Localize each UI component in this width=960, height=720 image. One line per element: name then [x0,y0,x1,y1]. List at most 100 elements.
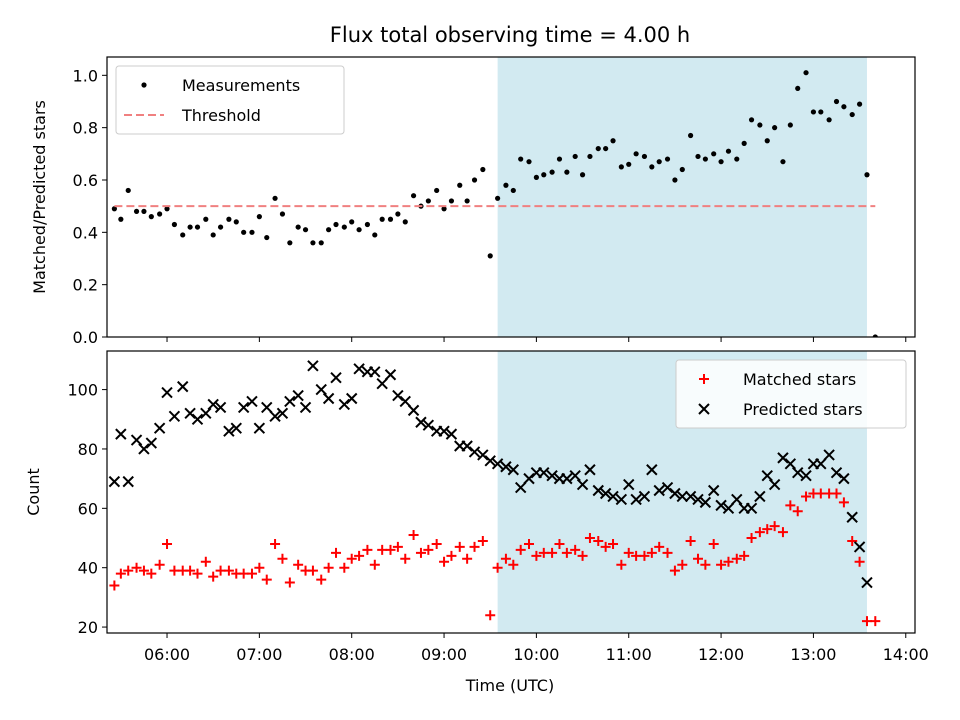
predicted-star-point [514,481,527,494]
measurement-point [556,156,563,162]
predicted-star-point [261,401,273,414]
predicted-star-point [715,499,727,512]
measurement-point [748,117,755,123]
measurement-point [649,164,655,170]
predicted-star-point [353,363,365,375]
measurement-point [410,193,417,199]
matched-star-point [831,488,842,499]
predicted-star-point [768,478,781,491]
measurement-point [679,166,685,173]
matched-star-point [323,562,334,573]
matched-star-point [524,538,535,549]
predicted-star-point [592,484,604,497]
matched-star-point [577,550,588,561]
predicted-star-point [507,464,520,476]
matched-star-point [762,524,773,535]
predicted-star-point [661,481,674,494]
predicted-star-point [538,466,550,479]
top-panel: 0.0 0.2 0.4 0.6 0.8 1.0 Matched/Predicted star… [30,56,916,347]
x-tick-label: 11:00 [606,645,652,664]
measurement-point [272,195,278,201]
predicted-star-point [754,490,766,503]
predicted-star-point [153,422,166,434]
legend: Measurements Threshold [115,65,345,135]
y-tick-label: 100 [67,381,98,400]
measurement-point [764,138,770,144]
legend-box [115,65,345,135]
matched-star-point [600,541,611,552]
predicted-star-point [445,428,458,440]
predicted-star-point [292,389,304,402]
predicted-star-point [122,475,134,488]
predicted-star-point [422,419,435,431]
measurement-point [549,169,555,175]
measurement-point [395,211,401,217]
measurement-point [618,164,624,170]
legend-box [675,359,907,429]
matched-star-point [870,616,881,627]
measurement-point [264,234,270,241]
predicted-star-point [399,395,411,408]
predicted-star-point [523,472,535,485]
matched-star-point [408,530,419,541]
matched-star-point [785,500,796,511]
measurement-point [480,166,486,173]
legend-label: Measurements [182,76,300,95]
measurement-point [695,153,701,160]
predicted-star-point [731,493,743,506]
matched-star-point [754,527,765,538]
measurement-point [818,109,824,115]
y-tick-label: 40 [78,559,98,578]
predicted-star-point [722,502,735,515]
matched-star-point [439,556,450,567]
matched-star-point [423,544,434,555]
measurement-point [595,145,601,152]
predicted-star-point [145,437,158,449]
predicted-star-point [669,487,681,500]
measurement-point [148,214,154,220]
predicted-star-point [745,502,758,515]
measurement-point [533,174,539,180]
predicted-star-point [168,410,181,423]
matched-star-point [446,550,457,561]
predicted-star-point [684,490,697,503]
predicted-star-point [415,416,427,428]
matched-star-point [208,571,219,582]
predicted-star-point [861,576,873,589]
matched-star-point [739,550,750,561]
predicted-star-point [138,443,150,455]
matched-star-point [500,553,511,564]
measurement-point [203,216,209,222]
matched-star-point [477,535,488,546]
matched-star-point [331,547,342,558]
measurement-point [118,216,124,222]
measurement-point [249,229,255,235]
measurement-point [233,219,239,225]
matched-star-point [554,538,565,549]
measurement-point [471,177,478,183]
y-tick-label: 80 [78,440,98,459]
matched-star-point [277,553,288,564]
measurement-point [664,156,671,162]
predicted-star-point [846,511,858,523]
matched-star-point [662,547,673,558]
predicted-star-point [576,478,589,491]
predicted-star-point [461,440,473,452]
measurement-point [702,156,708,162]
legend-label: Threshold [181,106,261,125]
x-tick-label: 10:00 [513,645,559,664]
predicted-star-point [692,493,704,506]
matched-star-point [415,547,426,558]
predicted-star-point [276,407,289,420]
measurement-point [772,125,778,131]
measurement-point [503,182,509,188]
measurement-point [241,229,247,235]
predicted-star-point [653,484,665,497]
measurement-point [487,253,493,259]
matched-star-point [200,556,211,567]
matched-star-point [708,538,719,549]
matched-star-point [385,544,396,555]
measurement-point [210,232,216,238]
matched-star-point [109,580,120,591]
predicted-star-point [115,428,127,440]
